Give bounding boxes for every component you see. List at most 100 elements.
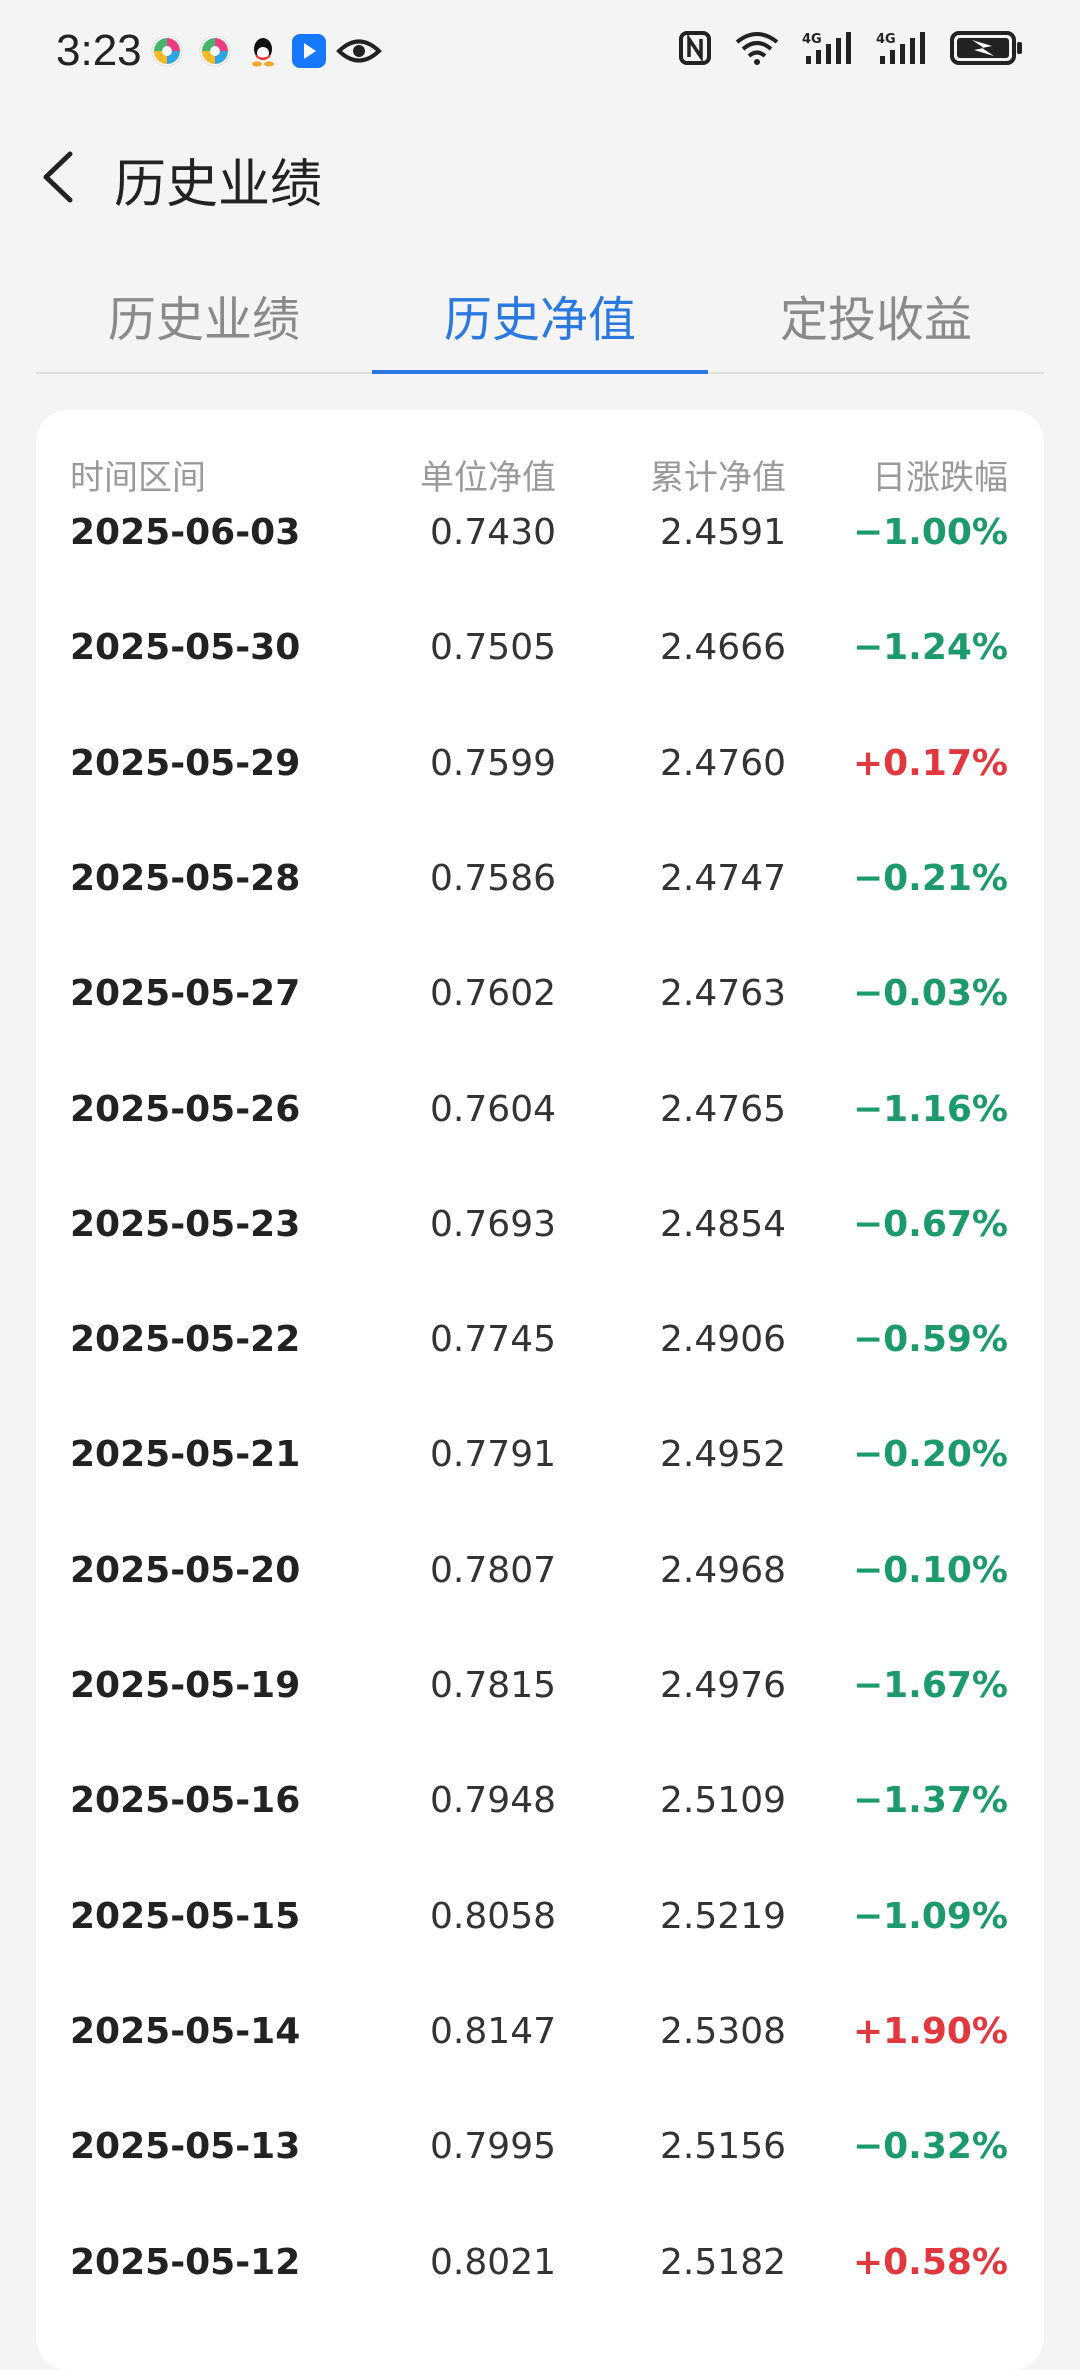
row-daily-change: −0.67% [852, 1203, 1008, 1245]
row-acc-nav: 2.4591 [660, 512, 786, 553]
row-daily-change: +0.17% [852, 742, 1008, 784]
nav-table-card: 时间区间 单位净值 累计净值 日涨跌幅 2025-06-03 0.7430 2.45… [36, 410, 1044, 2370]
row-daily-change: −0.20% [852, 1434, 1008, 1476]
row-acc-nav: 2.5156 [660, 2126, 786, 2168]
column-header-date: 时间区间 [70, 458, 206, 498]
row-daily-change: +0.58% [852, 2241, 1008, 2283]
table-row[interactable]: 2025-05-14 0.8147 2.5308 +1.90% [36, 2011, 1044, 2091]
row-acc-nav: 2.4747 [660, 857, 786, 899]
row-unit-nav: 0.7815 [430, 1665, 556, 1706]
table-row[interactable]: 2025-05-15 0.8058 2.5219 −1.09% [36, 1896, 1044, 1976]
row-daily-change: −0.10% [852, 1549, 1008, 1591]
row-unit-nav: 0.7807 [430, 1549, 556, 1591]
row-daily-change: −1.37% [852, 1780, 1008, 1822]
row-daily-change: −1.00% [852, 512, 1008, 553]
row-acc-nav: 2.5219 [660, 1895, 786, 1937]
table-row[interactable]: 2025-05-19 0.7815 2.4976 −1.67% [36, 1665, 1044, 1745]
back-button[interactable] [30, 142, 90, 212]
row-unit-nav: 0.7505 [430, 627, 556, 669]
row-unit-nav: 0.7602 [430, 973, 556, 1015]
row-date: 2025-05-26 [70, 1088, 301, 1130]
table-row[interactable]: 2025-05-20 0.7807 2.4968 −0.10% [36, 1550, 1044, 1630]
row-daily-change: −0.59% [852, 1319, 1008, 1361]
row-date: 2025-05-13 [70, 2126, 301, 2168]
svg-text:4G: 4G [802, 32, 822, 47]
row-daily-change: +1.90% [852, 2010, 1008, 2052]
row-acc-nav: 2.4952 [660, 1434, 786, 1476]
row-acc-nav: 2.5182 [660, 2241, 786, 2283]
header: 历史业绩 [0, 120, 1080, 230]
row-acc-nav: 2.4976 [660, 1665, 786, 1706]
row-unit-nav: 0.8058 [430, 1895, 556, 1937]
table-row[interactable]: 2025-05-12 0.8021 2.5182 +0.58% [36, 2242, 1044, 2322]
row-unit-nav: 0.7430 [430, 512, 556, 553]
status-time: 3:23 [56, 26, 142, 75]
row-acc-nav: 2.5109 [660, 1780, 786, 1822]
row-date: 2025-05-16 [70, 1780, 301, 1822]
chevron-left-icon [30, 151, 90, 216]
status-icons: 4G 4G [678, 30, 1024, 70]
table-row[interactable]: 2025-05-28 0.7586 2.4747 −0.21% [36, 858, 1044, 938]
row-date: 2025-05-30 [70, 627, 301, 669]
table-row[interactable]: 2025-05-21 0.7791 2.4952 −0.20% [36, 1434, 1044, 1514]
row-acc-nav: 2.5308 [660, 2010, 786, 2052]
app-icon [198, 34, 232, 68]
status-bar: 3:23 [0, 0, 1080, 110]
table-row[interactable]: 2025-06-03 0.7430 2.4591 −1.00% [36, 512, 1044, 592]
table-row[interactable]: 2025-05-30 0.7505 2.4666 −1.24% [36, 627, 1044, 707]
row-unit-nav: 0.7604 [430, 1088, 556, 1130]
page-title: 历史业绩 [114, 155, 323, 215]
svg-text:4G: 4G [876, 32, 896, 47]
row-unit-nav: 0.7948 [430, 1780, 556, 1822]
row-acc-nav: 2.4763 [660, 973, 786, 1015]
row-acc-nav: 2.4760 [660, 742, 786, 784]
qq-icon [246, 34, 280, 68]
row-daily-change: −0.21% [852, 857, 1008, 899]
row-daily-change: −1.67% [852, 1665, 1008, 1706]
row-date: 2025-05-22 [70, 1319, 301, 1361]
row-daily-change: −1.16% [852, 1088, 1008, 1130]
row-date: 2025-05-15 [70, 1895, 301, 1937]
row-acc-nav: 2.4906 [660, 1319, 786, 1361]
app-icon [150, 34, 184, 68]
column-header-acc-nav: 累计净值 [650, 458, 786, 498]
row-unit-nav: 0.7693 [430, 1203, 556, 1245]
row-daily-change: −0.32% [852, 2126, 1008, 2168]
row-unit-nav: 0.7791 [430, 1434, 556, 1476]
row-date: 2025-05-27 [70, 973, 301, 1015]
table-row[interactable]: 2025-05-16 0.7948 2.5109 −1.37% [36, 1780, 1044, 1860]
row-acc-nav: 2.4968 [660, 1549, 786, 1591]
row-date: 2025-05-21 [70, 1434, 301, 1476]
table-row[interactable]: 2025-05-26 0.7604 2.4765 −1.16% [36, 1089, 1044, 1169]
4g-signal-icon: 4G [876, 30, 928, 70]
row-daily-change: −0.03% [852, 973, 1008, 1015]
tab-bar: 历史业绩 历史净值 定投收益 [36, 262, 1044, 374]
battery-charging-icon [950, 30, 1024, 70]
tab-history-performance[interactable]: 历史业绩 [107, 292, 300, 348]
table-row[interactable]: 2025-05-29 0.7599 2.4760 +0.17% [36, 743, 1044, 823]
row-acc-nav: 2.4765 [660, 1088, 786, 1130]
row-date: 2025-05-14 [70, 2010, 301, 2052]
table-row[interactable]: 2025-05-13 0.7995 2.5156 −0.32% [36, 2126, 1044, 2206]
row-date: 2025-05-20 [70, 1549, 301, 1591]
app-icon [292, 34, 326, 68]
row-acc-nav: 2.4666 [660, 627, 786, 669]
table-header: 时间区间 单位净值 累计净值 日涨跌幅 [36, 450, 1044, 520]
row-date: 2025-05-23 [70, 1203, 301, 1245]
table-row[interactable]: 2025-05-23 0.7693 2.4854 −0.67% [36, 1204, 1044, 1284]
table-row[interactable]: 2025-05-27 0.7602 2.4763 −0.03% [36, 973, 1044, 1053]
row-date: 2025-05-29 [70, 742, 301, 784]
row-unit-nav: 0.8147 [430, 2010, 556, 2052]
row-unit-nav: 0.8021 [430, 2241, 556, 2283]
column-header-unit-nav: 单位净值 [420, 458, 556, 498]
row-unit-nav: 0.7586 [430, 857, 556, 899]
row-daily-change: −1.09% [852, 1895, 1008, 1937]
table-row[interactable]: 2025-05-22 0.7745 2.4906 −0.59% [36, 1319, 1044, 1399]
row-date: 2025-05-12 [70, 2241, 301, 2283]
row-acc-nav: 2.4854 [660, 1203, 786, 1245]
row-date: 2025-05-19 [70, 1665, 301, 1706]
tab-sip-returns[interactable]: 定投收益 [779, 292, 972, 348]
tab-history-nav[interactable]: 历史净值 [372, 262, 708, 374]
wifi-icon [734, 30, 780, 70]
4g-signal-icon: 4G [802, 30, 854, 70]
